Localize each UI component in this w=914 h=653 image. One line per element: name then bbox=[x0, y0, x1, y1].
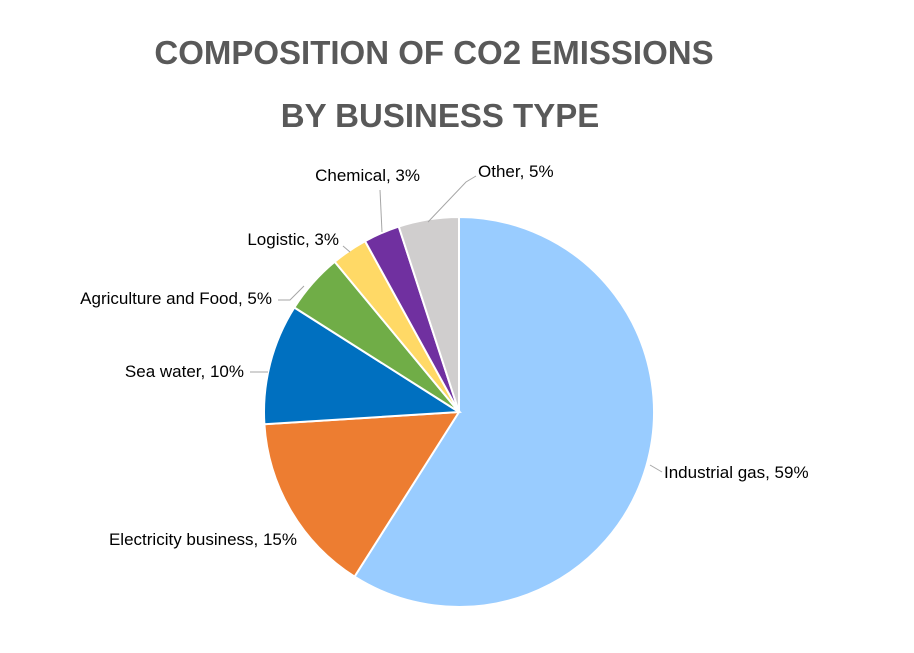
slice-label: Industrial gas, 59% bbox=[664, 463, 809, 482]
slice-label: Electricity business, 15% bbox=[109, 530, 297, 549]
pie-slice-sea-water bbox=[263, 306, 463, 426]
pie-slice-industrial-gas bbox=[353, 215, 655, 608]
pie-slices bbox=[263, 215, 655, 608]
leader-line bbox=[427, 175, 477, 223]
slice-label: Other, 5% bbox=[478, 162, 554, 181]
chart-title-line-1: COMPOSITION OF CO2 EMISSIONS bbox=[154, 34, 713, 71]
leader-lines bbox=[250, 175, 663, 473]
slice-label: Logistic, 3% bbox=[247, 230, 339, 249]
leader-line bbox=[278, 285, 305, 301]
slice-label: Chemical, 3% bbox=[315, 166, 420, 185]
pie-slice-other bbox=[397, 215, 460, 413]
chart-title-line-2: BY BUSINESS TYPE bbox=[281, 97, 599, 134]
leader-line bbox=[342, 245, 351, 253]
pie-slice-electricity-business bbox=[263, 410, 461, 579]
slice-label: Sea water, 10% bbox=[125, 362, 244, 381]
slice-labels: Industrial gas, 59% Electricity business,… bbox=[80, 162, 808, 549]
leader-line bbox=[379, 189, 383, 233]
slice-label: Agriculture and Food, 5% bbox=[80, 289, 272, 308]
leader-line bbox=[649, 464, 663, 473]
